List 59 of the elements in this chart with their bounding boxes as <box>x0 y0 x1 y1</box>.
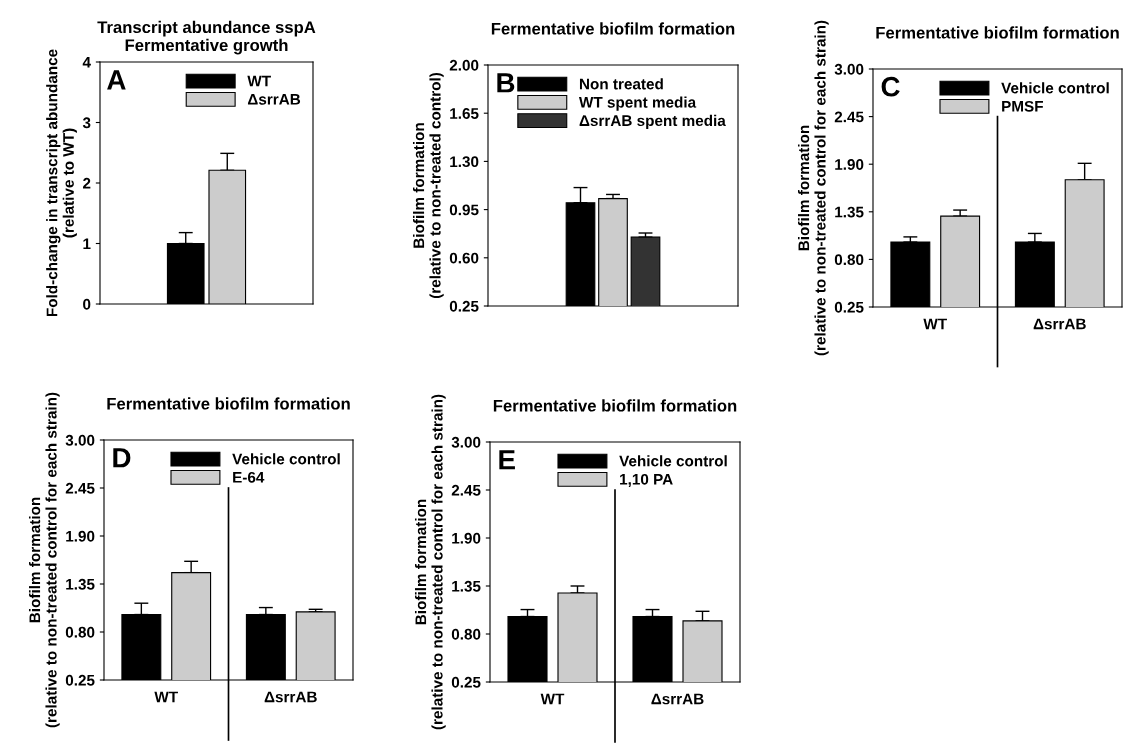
y-tick-label: 0 <box>83 298 91 310</box>
y-tick-label: 3 <box>82 117 91 129</box>
legend-label: Vehicle control <box>232 453 340 465</box>
chart-title: Fermentative biofilm formation <box>493 399 737 412</box>
y-tick-label: 0.80 <box>65 626 95 638</box>
y-tick-label: 1 <box>83 238 91 250</box>
x-tick-label: WT <box>154 691 178 703</box>
y-tick-label: 1.90 <box>835 159 864 170</box>
y-tick-label: 0.60 <box>449 252 479 264</box>
legend-label: ΔsrrAB spent media <box>579 114 726 130</box>
y-tick-label: 1.90 <box>452 532 481 544</box>
legend-label: WT <box>247 75 271 87</box>
annotation: A <box>107 70 126 90</box>
y-axis-title: Fold-change in transcript abundance (relative to WT) <box>46 49 77 317</box>
y-tick-label: 3.00 <box>65 434 95 446</box>
y-axis-title: Biofilm formation (relative to non-treated control for each strain) <box>414 394 446 730</box>
x-tick-label: ΔsrrAB <box>264 691 317 703</box>
chart-title: Fermentative biofilm formation <box>491 22 735 35</box>
y-tick-label: 0.80 <box>834 254 864 266</box>
legend-label: PMSF <box>1002 100 1043 112</box>
annotation: B <box>497 73 515 93</box>
y-tick-label: 1.35 <box>66 578 95 590</box>
y-tick-label: 1.35 <box>835 206 864 218</box>
y-tick-label: 4 <box>82 57 91 68</box>
y-tick-label: 0.25 <box>834 301 864 313</box>
annotation: C <box>881 76 900 97</box>
y-tick-label: 0.25 <box>451 676 481 688</box>
annotation: E <box>499 450 515 470</box>
y-tick-label: 3.00 <box>834 63 864 75</box>
legend-label: Vehicle control <box>1001 82 1109 94</box>
y-tick-label: 0.80 <box>451 628 481 640</box>
legend-label: 1,10 PA <box>620 473 673 487</box>
legend-label: Non treated <box>579 78 663 90</box>
y-tick-label: 1.90 <box>66 530 95 542</box>
y-tick-label: 2.00 <box>449 59 479 71</box>
legend-label: ΔsrrAB <box>247 94 301 105</box>
y-tick-label: 1.65 <box>450 108 479 119</box>
legend-label: WT spent media <box>578 96 697 111</box>
y-tick-label: 1.30 <box>450 156 479 168</box>
y-tick-label: 2.45 <box>834 111 864 123</box>
legend-label: E-64 <box>233 471 265 483</box>
legend-label: Vehicle control <box>619 455 727 467</box>
chart-title: Fermentative biofilm formation <box>876 26 1119 39</box>
y-axis-title: Biofilm formation (relative to non-treated control for each strain) <box>28 392 60 728</box>
chart-title: Fermentative biofilm formation <box>107 397 350 410</box>
y-axis-title: Biofilm formation (relative to non-treated control for each strain) <box>797 20 829 356</box>
y-tick-label: 1.35 <box>452 580 481 592</box>
y-tick-label: 0.25 <box>449 300 479 312</box>
y-tick-label: 2.45 <box>451 484 481 496</box>
y-axis-title: Biofilm formation (relative to non-treated control) <box>412 72 444 299</box>
y-tick-label: 2.45 <box>65 482 95 494</box>
y-tick-label: 0.95 <box>449 204 479 216</box>
annotation: D <box>113 448 131 468</box>
y-tick-label: 3.00 <box>451 436 481 448</box>
x-tick-label: ΔsrrAB <box>651 693 704 705</box>
y-tick-label: 2 <box>83 177 91 189</box>
y-tick-label: 0.25 <box>65 674 95 686</box>
x-tick-label: WT <box>540 693 565 705</box>
chart-title: Transcript abundance sspA Fermentative growth <box>97 20 316 55</box>
